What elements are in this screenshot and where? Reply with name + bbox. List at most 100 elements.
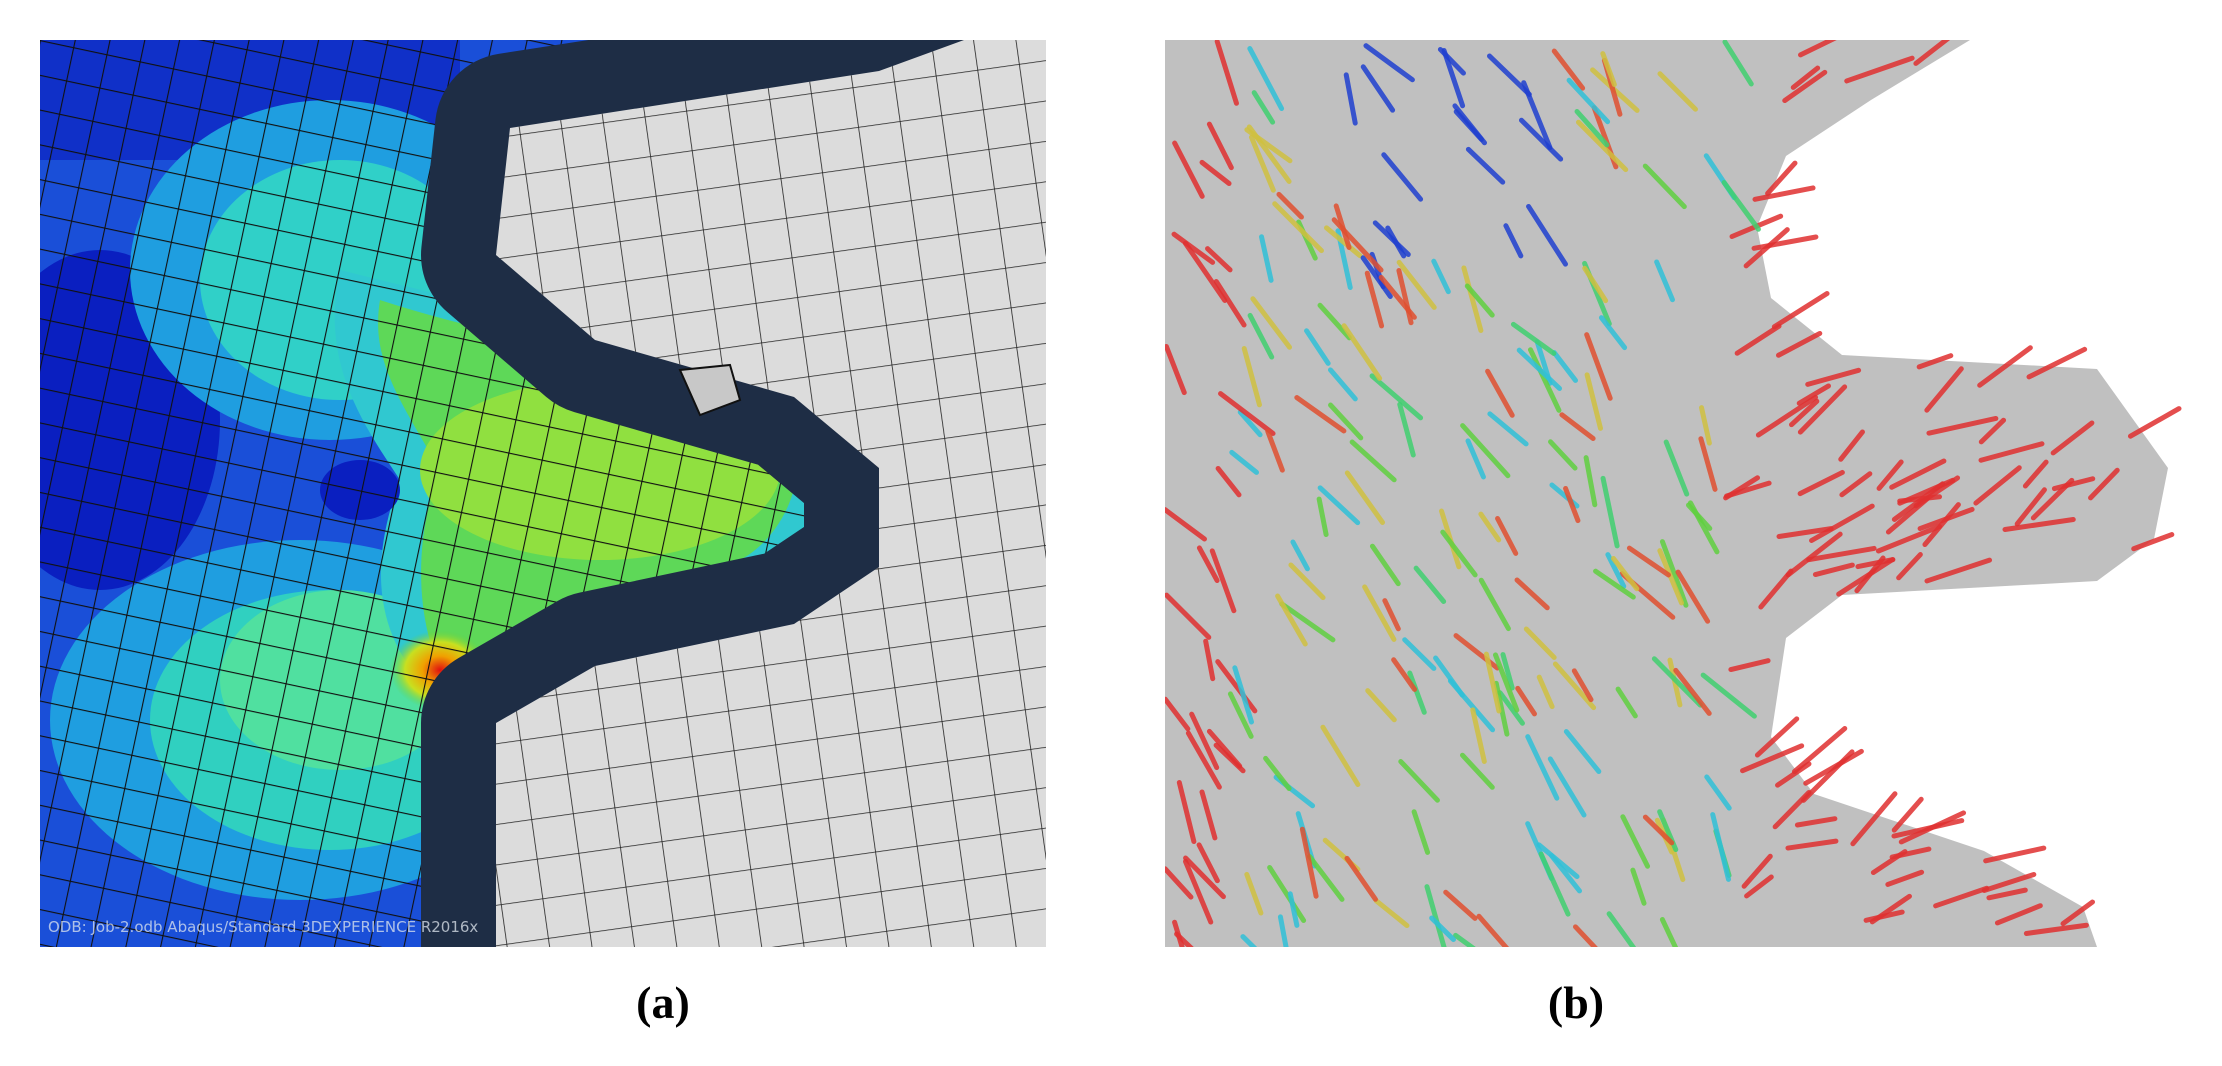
fiber-stroke bbox=[1493, 680, 1510, 737]
fiber-stroke bbox=[1206, 121, 1234, 171]
fiber-stroke bbox=[1398, 759, 1440, 803]
fiber-stroke bbox=[1924, 366, 1964, 413]
fiber-stroke bbox=[1973, 465, 2022, 506]
fiber-stroke bbox=[1464, 283, 1495, 318]
fiber-stroke bbox=[1710, 812, 1731, 882]
fiber-stroke bbox=[1788, 398, 1820, 428]
fiber-stroke bbox=[1651, 656, 1703, 708]
fiber-stroke bbox=[1642, 814, 1675, 846]
fiber-stroke bbox=[1176, 780, 1197, 845]
fiber-stroke bbox=[1516, 347, 1563, 391]
fiber-stroke bbox=[1317, 302, 1352, 341]
fiber-stroke bbox=[1391, 657, 1418, 692]
fiber-stroke bbox=[2002, 517, 2076, 532]
fiber-stroke bbox=[1287, 891, 1300, 928]
fiber-stroke bbox=[1229, 449, 1259, 475]
fiber-stroke bbox=[1183, 855, 1226, 900]
fiber-stroke bbox=[1606, 911, 1637, 947]
fiber-stroke bbox=[1836, 557, 1895, 597]
fiber-stroke bbox=[1341, 323, 1383, 381]
fiber-stroke bbox=[1755, 394, 1819, 438]
fiber-stroke bbox=[1994, 903, 2043, 926]
fiber-stroke bbox=[1470, 707, 1487, 764]
fiber-stroke bbox=[1809, 503, 1875, 543]
fiber-stroke bbox=[1290, 539, 1310, 572]
fiber-stroke bbox=[1630, 867, 1647, 906]
fiber-stroke bbox=[1978, 417, 2007, 445]
fiber-stroke bbox=[1275, 593, 1308, 647]
fiber-stroke bbox=[1215, 465, 1242, 498]
fiber-stroke bbox=[1798, 40, 1837, 58]
fiber-stroke bbox=[1453, 932, 1476, 947]
fiber-stroke bbox=[1213, 742, 1246, 774]
fiber-stroke bbox=[1870, 849, 1908, 876]
fiber-stroke bbox=[1977, 345, 2033, 388]
fiber-stroke bbox=[1986, 887, 2028, 901]
fiber-stroke bbox=[1364, 270, 1385, 329]
fiber-stroke bbox=[1397, 401, 1416, 458]
fiber-stroke bbox=[1429, 915, 1457, 943]
fiber-stroke bbox=[1485, 368, 1515, 418]
fiber-stroke bbox=[1790, 65, 1821, 90]
fiber-stroke bbox=[1700, 672, 1757, 719]
fiber-stroke bbox=[1983, 845, 2047, 864]
fiber-stroke bbox=[1740, 743, 1805, 774]
fiber-stroke bbox=[1199, 789, 1218, 841]
fiber-stroke bbox=[1196, 545, 1220, 583]
fiber-stroke bbox=[1572, 924, 1598, 947]
fiber-stroke bbox=[1751, 234, 1819, 251]
fiber-stroke bbox=[1659, 917, 1679, 947]
fiber-stroke bbox=[1563, 729, 1602, 775]
fiber-stroke bbox=[1440, 529, 1478, 578]
fiber-stroke bbox=[1447, 678, 1496, 733]
fiber-stroke bbox=[1316, 496, 1329, 538]
fiber-stroke bbox=[2014, 487, 2047, 527]
annotation: ODB: Job-2.odb Abaqus/Standard 3DEXPERIE… bbox=[48, 918, 478, 936]
fiber-stroke bbox=[1237, 409, 1263, 438]
fiber-stroke bbox=[1724, 480, 1772, 499]
fiber-stroke bbox=[1510, 321, 1557, 356]
fiber-stroke bbox=[1875, 523, 1942, 554]
fiber-stroke bbox=[1782, 69, 1828, 104]
fiber-stroke bbox=[1675, 569, 1711, 624]
fiber-stroke bbox=[1796, 383, 1831, 406]
fiber-stroke bbox=[1483, 651, 1502, 714]
fiber-stroke bbox=[1360, 255, 1393, 299]
fiber-stroke bbox=[1244, 871, 1264, 916]
fiber-stroke bbox=[1657, 71, 1698, 112]
fiber-stroke bbox=[1343, 72, 1358, 126]
fiber-stroke bbox=[1396, 259, 1437, 310]
fiber-stroke bbox=[1240, 934, 1258, 947]
fiber-stroke bbox=[1183, 858, 1214, 925]
fiber-stroke bbox=[1722, 40, 1754, 87]
fiber-stroke bbox=[1209, 548, 1237, 614]
fiber-stroke bbox=[1185, 730, 1222, 790]
fiber-stroke bbox=[1699, 405, 1712, 446]
fiber-stroke bbox=[1549, 853, 1583, 894]
fiber-stroke bbox=[1885, 869, 1925, 887]
fiber-stroke bbox=[1584, 372, 1604, 431]
fiber-stroke bbox=[1744, 874, 1774, 899]
fiber-stroke bbox=[1323, 225, 1363, 259]
fiber-stroke bbox=[2050, 420, 2095, 456]
fiber-stroke bbox=[1806, 545, 1877, 563]
fiber-stroke bbox=[1246, 124, 1292, 184]
fiber-stroke bbox=[1214, 40, 1239, 106]
fiber-stroke bbox=[1189, 711, 1220, 771]
fiber-stroke bbox=[1924, 557, 1993, 584]
fiber-stroke bbox=[1487, 53, 1532, 97]
fiber-stroke bbox=[1431, 258, 1451, 295]
fiber-stroke bbox=[1855, 557, 1896, 570]
fiber-stroke bbox=[1276, 191, 1304, 220]
fiber-stroke bbox=[1526, 203, 1568, 267]
fiber-stroke bbox=[1320, 724, 1361, 788]
fiber-stroke bbox=[1574, 109, 1610, 148]
fiber-stroke bbox=[1307, 854, 1345, 902]
fiber-stroke bbox=[1205, 246, 1233, 273]
fiber-stroke bbox=[1174, 931, 1194, 947]
fiber-stroke bbox=[1327, 367, 1358, 402]
panel-label: (a) bbox=[636, 977, 690, 1028]
panel-label: (b) bbox=[1548, 977, 1604, 1028]
fiber-stroke bbox=[2060, 899, 2096, 927]
fiber-stroke bbox=[1728, 658, 1771, 673]
